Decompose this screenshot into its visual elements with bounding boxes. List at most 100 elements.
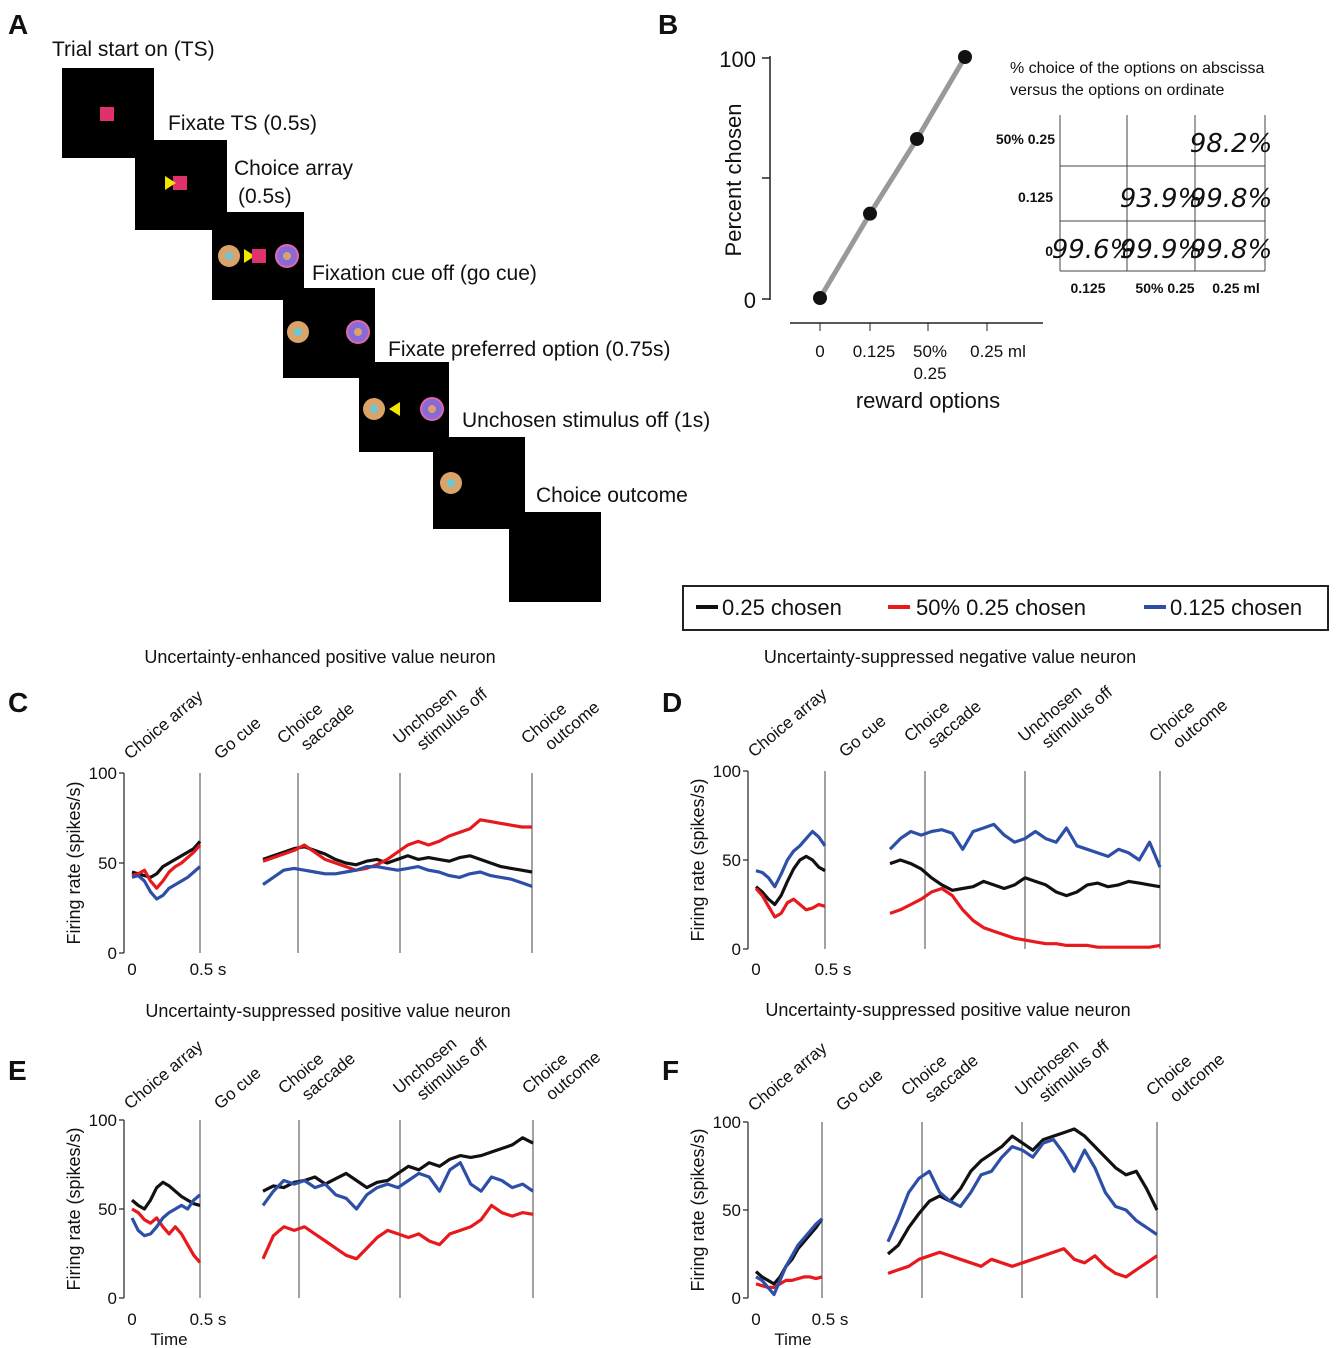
gaze-arrow-icon (244, 249, 255, 263)
series-line-pre (130, 1193, 202, 1238)
y-axis-title: Firing rate (spikes/s) (688, 778, 708, 941)
event-label: Choiceoutcome (518, 682, 604, 763)
legend-label: 50% 0.25 chosen (916, 595, 1086, 620)
panel-title: Uncertainty-enhanced positive value neur… (144, 647, 495, 667)
event-label: Choiceoutcome (1146, 680, 1232, 761)
choice-point (910, 131, 924, 146)
x-axis-title: Time (150, 1330, 187, 1348)
neuron-panel-d: Uncertainty-suppressed negative value ne… (688, 647, 1231, 979)
y-tick-label: 100 (89, 764, 117, 783)
series-line-pre (755, 829, 827, 889)
x-axis-title: Time (774, 1330, 811, 1348)
event-label: Go cue (210, 713, 264, 763)
x-tick-label: 0 (751, 1310, 760, 1329)
x-tick-label: 0.25 ml (970, 342, 1026, 361)
choice-point (863, 206, 877, 221)
event-label: Unchosenstimulus off (390, 1019, 492, 1113)
panel-b-choice-chart: 100 0 Percent chosen 0 0.125 50% 0.25 0.… (719, 47, 1272, 413)
event-label: Choice array (744, 684, 830, 761)
y-tick-label: 100 (713, 1113, 741, 1132)
y-tick-label: 50 (98, 1200, 117, 1219)
series-line-pre (130, 1180, 201, 1211)
series-line-post (262, 864, 533, 888)
series-line-post (888, 822, 1162, 868)
step-label-go-cue: Fixation cue off (go cue) (312, 262, 537, 285)
table-row-label: 50% 0.25 (996, 131, 1055, 147)
step-label-fixate-ts: Fixate TS (0.5s) (168, 112, 317, 135)
series-line-pre (131, 843, 202, 890)
step-label-trial-start: Trial start on (TS) (52, 38, 215, 61)
step-label-choice-outcome: Choice outcome (536, 484, 688, 507)
gaze-arrow-icon (165, 176, 176, 190)
series-line-post (889, 858, 1161, 898)
table-cell: 99.9% (1120, 235, 1203, 265)
x-tick-label: 0 (127, 960, 136, 979)
y-tick-label: 100 (89, 1111, 117, 1130)
panel-title: Uncertainty-suppressed negative value ne… (764, 647, 1136, 667)
table-row-label: 0 (1045, 243, 1053, 259)
table-col-label: 0.125 (1070, 280, 1105, 296)
neuron-panel-c: Uncertainty-enhanced positive value neur… (64, 647, 603, 979)
x-tick-label: 0.125 (853, 342, 896, 361)
fixation-square (252, 249, 266, 263)
x-axis-title: reward options (856, 388, 1000, 413)
panel-a-task-sequence: Trial start on (TS) Fixate TS (0.5s) Cho… (52, 38, 710, 602)
event-label: Choice array (120, 1036, 206, 1113)
neuron-panels: Uncertainty-enhanced positive value neur… (64, 647, 1231, 1348)
table-cell: 99.6% (1052, 235, 1135, 265)
series-line-post (887, 1247, 1158, 1279)
table-cell: 99.8% (1190, 184, 1273, 214)
x-tick-label: 0.5 s (812, 1310, 849, 1329)
panel-letter-c: C (8, 687, 28, 718)
x-tick-sublabel: 0.25 (913, 364, 946, 383)
event-label: Choiceoutcome (519, 1032, 605, 1113)
step-label-unchosen-off: Unchosen stimulus off (1s) (462, 409, 710, 432)
event-label: Go cue (835, 711, 889, 761)
series-line-post (262, 818, 532, 872)
panel-letter-f: F (662, 1055, 679, 1086)
series-line-pre (754, 854, 826, 907)
y-tick-label: 0 (108, 1289, 117, 1308)
y-axis-title: Firing rate (spikes/s) (64, 781, 84, 944)
panel-letter-e: E (8, 1055, 27, 1086)
event-label: Choicesaccade (901, 681, 985, 761)
y-tick-label: 50 (98, 854, 117, 873)
panel-title: Uncertainty-suppressed positive value ne… (145, 1001, 510, 1021)
step-label-choice-array: Choice array (234, 157, 354, 180)
series-line-pre (754, 887, 826, 919)
event-label: Unchosenstimulus off (390, 669, 492, 763)
series-line-post (261, 1203, 534, 1261)
series-line-post (886, 1137, 1158, 1243)
x-tick-label: 0 (815, 342, 824, 361)
event-label: Go cue (832, 1065, 886, 1115)
choice-curve-line (817, 55, 968, 300)
y-tick-label: 100 (719, 47, 756, 72)
legend-box (682, 585, 1329, 631)
series-line-pre (131, 840, 202, 880)
series-line-post (261, 1161, 534, 1211)
x-tick-label: 0.5 s (190, 960, 227, 979)
event-label: Choicesaccade (898, 1035, 982, 1115)
panel-title: Uncertainty-suppressed positive value ne… (765, 1000, 1130, 1020)
table-col-label: 50% 0.25 (1135, 280, 1194, 296)
step-label-choice-array-duration: (0.5s) (238, 185, 292, 208)
gaze-arrow-icon (389, 402, 400, 416)
step-label-fixate-preferred: Fixate preferred option (0.75s) (388, 338, 670, 361)
legend-label: 0.125 chosen (1170, 595, 1302, 620)
trial-start-square (100, 107, 114, 121)
legend: 0.25 chosen 50% 0.25 chosen 0.125 chosen (682, 585, 1329, 631)
panel-letter-a: A (8, 9, 28, 40)
y-axis-title: Firing rate (spikes/s) (64, 1127, 84, 1290)
event-label: Choicesaccade (274, 683, 358, 763)
event-label: Choice array (120, 686, 206, 763)
series-line-pre (131, 865, 202, 901)
series-line-post (889, 886, 1161, 949)
event-label: Choiceoutcome (1143, 1034, 1229, 1115)
y-axis-title: Percent chosen (721, 104, 746, 257)
neuron-panel-e: Uncertainty-suppressed positive value ne… (64, 1001, 604, 1348)
y-tick-label: 50 (722, 1201, 741, 1220)
panel-letter-b: B (658, 9, 678, 40)
table-cell: 99.8% (1190, 235, 1273, 265)
x-tick-label: 50% (913, 342, 947, 361)
choice-point (813, 291, 827, 305)
